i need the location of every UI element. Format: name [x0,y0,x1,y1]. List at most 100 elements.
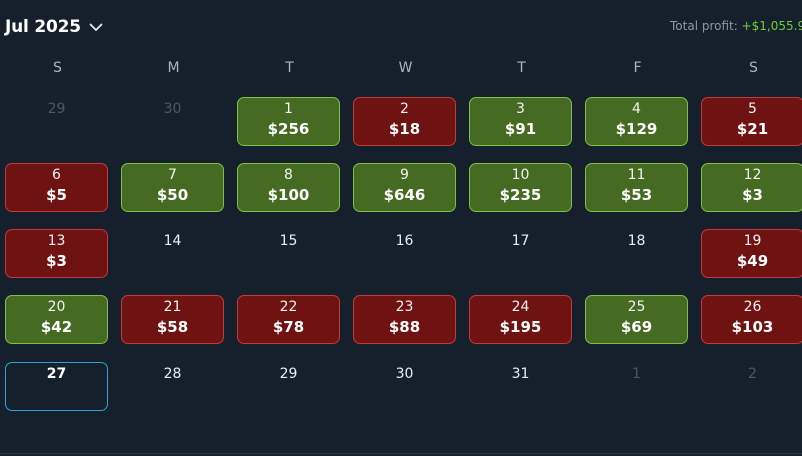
day-number: 12 [743,167,762,183]
calendar-day-cell[interactable]: 9 $646 [353,163,456,212]
day-number: 3 [516,101,525,117]
day-number: 6 [52,167,61,183]
calendar-header: Jul 2025 Total profit: +$1,055.99 [0,0,802,52]
day-number: 21 [163,299,182,315]
day-number: 10 [511,167,530,183]
calendar-day-cell[interactable]: 23 $88 [353,295,456,344]
day-number: 29 [47,101,66,117]
day-number: 11 [627,167,646,183]
day-number: 16 [395,233,414,249]
calendar-day-cell[interactable]: 21 $58 [121,295,224,344]
weekday-header-row: S M T W T F S [0,60,802,80]
day-profit-amount: $58 [156,318,189,336]
calendar-day-cell[interactable]: 20 $42 [5,295,108,344]
day-profit-amount: $646 [383,186,426,204]
day-number: 17 [511,233,530,249]
calendar-day-cell[interactable]: 28 [121,362,224,411]
day-profit-amount: $69 [620,318,653,336]
day-profit-amount: $256 [267,120,310,138]
day-number: 19 [743,233,762,249]
day-profit-amount: $129 [615,120,658,138]
calendar-day-cell[interactable]: 22 $78 [237,295,340,344]
weekday-label: T [285,60,294,76]
day-profit-amount: $78 [272,318,305,336]
day-profit-amount: $50 [156,186,189,204]
day-number: 1 [284,101,293,117]
day-number: 7 [168,167,177,183]
calendar-day-cell[interactable]: 2 [701,362,802,411]
day-number: 2 [748,366,757,382]
day-profit-amount: $21 [736,120,769,138]
day-profit-amount: $53 [620,186,653,204]
calendar-day-cell[interactable]: 25 $69 [585,295,688,344]
day-number: 30 [395,366,414,382]
calendar-day-cell[interactable]: 8 $100 [237,163,340,212]
calendar-day-cell[interactable]: 24 $195 [469,295,572,344]
calendar-day-cell[interactable]: 11 $53 [585,163,688,212]
month-label: Jul 2025 [5,17,81,37]
total-profit-label: Total profit: [670,19,738,33]
day-number: 14 [163,233,182,249]
day-profit-amount: $3 [742,186,763,204]
day-number: 29 [279,366,298,382]
calendar-day-cell[interactable]: 31 [469,362,572,411]
day-number: 5 [748,101,757,117]
calendar-day-cell[interactable]: 15 [237,229,340,278]
day-number: 24 [511,299,530,315]
calendar-day-cell[interactable]: 26 $103 [701,295,802,344]
day-number: 9 [400,167,409,183]
calendar-day-cell[interactable]: 7 $50 [121,163,224,212]
weekday-label: M [167,60,180,76]
day-profit-amount: $18 [388,120,421,138]
day-number: 25 [627,299,646,315]
calendar-day-cell[interactable]: 6 $5 [5,163,108,212]
month-selector[interactable]: Jul 2025 [5,14,103,40]
day-profit-amount: $49 [736,252,769,270]
calendar-day-cell[interactable]: 12 $3 [701,163,802,212]
calendar-day-cell[interactable]: 13 $3 [5,229,108,278]
calendar-day-cell[interactable]: 1 [585,362,688,411]
calendar-day-cell[interactable]: 10 $235 [469,163,572,212]
calendar-day-cell[interactable]: 17 [469,229,572,278]
day-number: 1 [632,366,641,382]
divider [0,453,802,454]
day-number: 18 [627,233,646,249]
calendar-day-cell[interactable]: 3 $91 [469,97,572,146]
weekday-label: S [749,60,758,76]
day-number: 13 [47,233,66,249]
calendar-day-cell[interactable]: 30 [353,362,456,411]
day-profit-amount: $42 [40,318,73,336]
calendar-day-cell[interactable]: 1 $256 [237,97,340,146]
day-number: 8 [284,167,293,183]
calendar-day-cell[interactable]: 14 [121,229,224,278]
calendar-day-cell[interactable]: 29 [237,362,340,411]
day-number: 4 [632,101,641,117]
day-profit-amount: $3 [46,252,67,270]
day-number: 28 [163,366,182,382]
day-number: 23 [395,299,414,315]
total-profit-value: +$1,055.99 [741,19,802,33]
weekday-label: T [517,60,526,76]
chevron-down-icon [89,23,103,32]
calendar-day-cell[interactable]: 29 [5,97,108,146]
day-number: 26 [743,299,762,315]
day-profit-amount: $235 [499,186,542,204]
calendar-day-cell[interactable]: 27 [5,362,108,411]
day-number: 31 [511,366,530,382]
day-profit-amount: $5 [46,186,67,204]
weekday-label: S [53,60,62,76]
weekday-label: F [633,60,642,76]
calendar-day-cell[interactable]: 16 [353,229,456,278]
calendar-day-cell[interactable]: 4 $129 [585,97,688,146]
calendar-day-cell[interactable]: 2 $18 [353,97,456,146]
day-number: 2 [400,101,409,117]
calendar-day-cell[interactable]: 30 [121,97,224,146]
day-profit-amount: $103 [731,318,774,336]
calendar-day-cell[interactable]: 18 [585,229,688,278]
day-profit-amount: $91 [504,120,537,138]
day-number: 15 [279,233,298,249]
calendar-day-cell[interactable]: 5 $21 [701,97,802,146]
day-profit-amount: $100 [267,186,310,204]
day-number: 22 [279,299,298,315]
calendar-day-cell[interactable]: 19 $49 [701,229,802,278]
